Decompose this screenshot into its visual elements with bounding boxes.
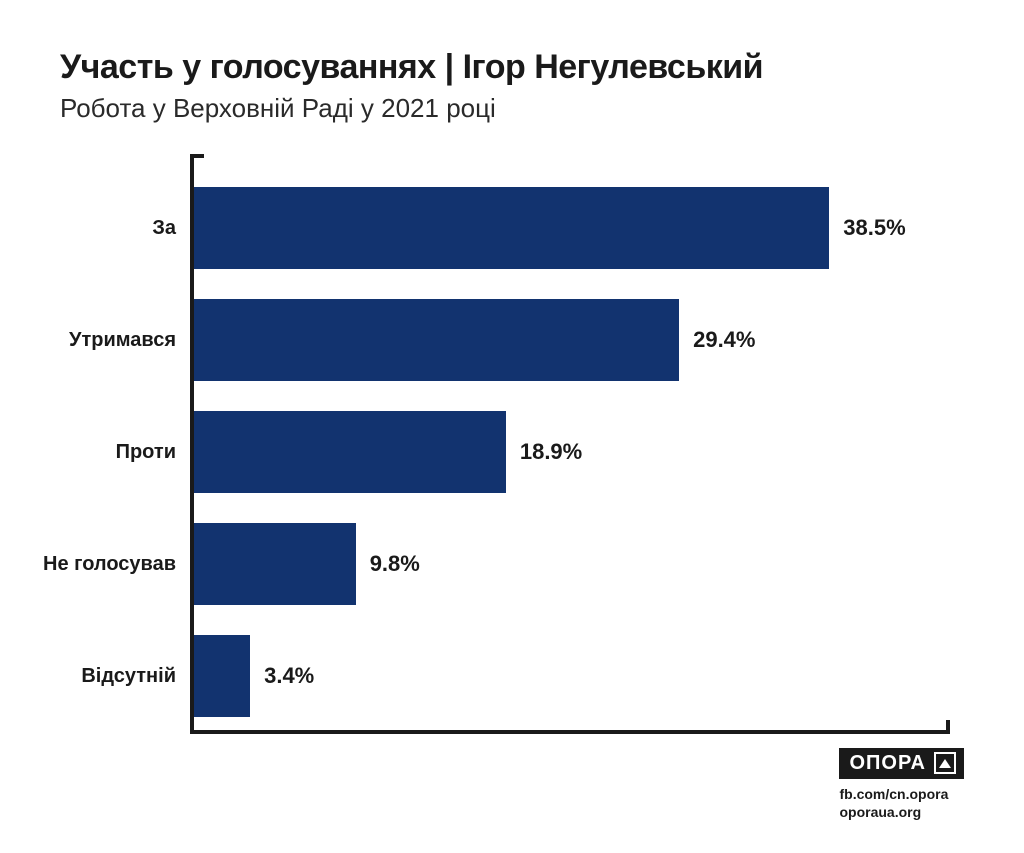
bar-row: Відсутній 3.4%	[194, 620, 950, 732]
value-label: 3.4%	[264, 663, 314, 689]
bar	[194, 299, 679, 381]
category-label: Проти	[116, 441, 176, 464]
bar-row: За 38.5%	[194, 172, 950, 284]
bar	[194, 635, 250, 717]
bar-row: Проти 18.9%	[194, 396, 950, 508]
footer-link-site: oporaua.org	[839, 803, 964, 821]
page: Участь у голосуваннях | Ігор Негулевськи…	[0, 0, 1024, 853]
logo-text: ОПОРА	[849, 752, 926, 775]
bar	[194, 187, 829, 269]
category-label: Відсутній	[81, 665, 176, 688]
category-label: За	[152, 217, 176, 240]
value-label: 29.4%	[693, 327, 755, 353]
bar-row: Не голосував 9.8%	[194, 508, 950, 620]
category-label: Не голосував	[43, 553, 176, 576]
value-label: 9.8%	[370, 551, 420, 577]
bar-chart: За 38.5% Утримався 29.4% Проти 18.9% Не …	[190, 154, 950, 734]
value-label: 18.9%	[520, 439, 582, 465]
logo: ОПОРА	[839, 748, 964, 779]
triangle-icon	[934, 752, 956, 774]
bar	[194, 411, 506, 493]
value-label: 38.5%	[843, 215, 905, 241]
chart-subtitle: Робота у Верховній Раді у 2021 році	[60, 93, 964, 124]
category-label: Утримався	[69, 329, 176, 352]
chart-title: Участь у голосуваннях | Ігор Негулевськи…	[60, 48, 964, 87]
bar	[194, 523, 356, 605]
bar-row: Утримався 29.4%	[194, 284, 950, 396]
footer-link-fb: fb.com/cn.opora	[839, 785, 964, 803]
footer: ОПОРА fb.com/cn.opora oporaua.org	[839, 748, 964, 821]
